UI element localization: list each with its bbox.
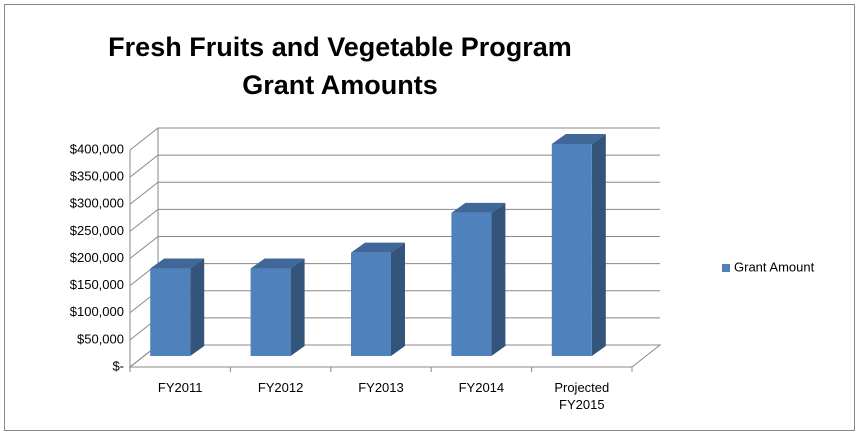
y-tick-label: $- xyxy=(112,358,124,373)
bar-top xyxy=(351,242,405,253)
grid-line xyxy=(129,127,660,151)
chart-title: Fresh Fruits and Vegetable Program Grant… xyxy=(108,32,572,100)
y-tick-label: $50,000 xyxy=(77,331,124,346)
x-tick-label: Projected FY2015 xyxy=(554,380,610,412)
bar-side xyxy=(290,258,305,356)
bar xyxy=(351,252,391,356)
y-tick-label: $150,000 xyxy=(70,277,124,292)
bar-side xyxy=(391,242,405,356)
y-tick-label: $200,000 xyxy=(70,250,124,265)
bar-top xyxy=(250,258,305,269)
x-tick-label: FY2014 xyxy=(458,380,505,395)
x-tick-label: FY2012 xyxy=(257,380,304,395)
bar xyxy=(150,268,191,356)
bar-top xyxy=(451,202,506,213)
y-tick-label: $350,000 xyxy=(70,169,124,184)
bar-top xyxy=(551,134,606,144)
legend-swatch xyxy=(722,264,730,272)
y-tick-label: $300,000 xyxy=(70,196,124,211)
grid-line xyxy=(129,181,660,205)
bar-side xyxy=(491,202,506,356)
bar-side xyxy=(190,258,205,356)
y-tick-label: $400,000 xyxy=(70,141,124,156)
y-tick-label: $100,000 xyxy=(70,304,124,319)
bar xyxy=(250,268,291,356)
bar-top xyxy=(150,258,205,269)
bar-side xyxy=(591,134,606,356)
grid-line xyxy=(129,154,660,178)
bar xyxy=(451,212,492,356)
y-tick-label: $250,000 xyxy=(70,223,124,238)
chart-border xyxy=(4,4,855,431)
x-tick-label: FY2011 xyxy=(157,380,203,395)
legend-label: Grant Amount xyxy=(734,259,815,274)
bar xyxy=(551,144,592,356)
x-tick-label: FY2013 xyxy=(358,380,404,395)
